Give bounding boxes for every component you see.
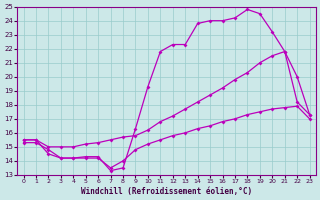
- X-axis label: Windchill (Refroidissement éolien,°C): Windchill (Refroidissement éolien,°C): [81, 187, 252, 196]
